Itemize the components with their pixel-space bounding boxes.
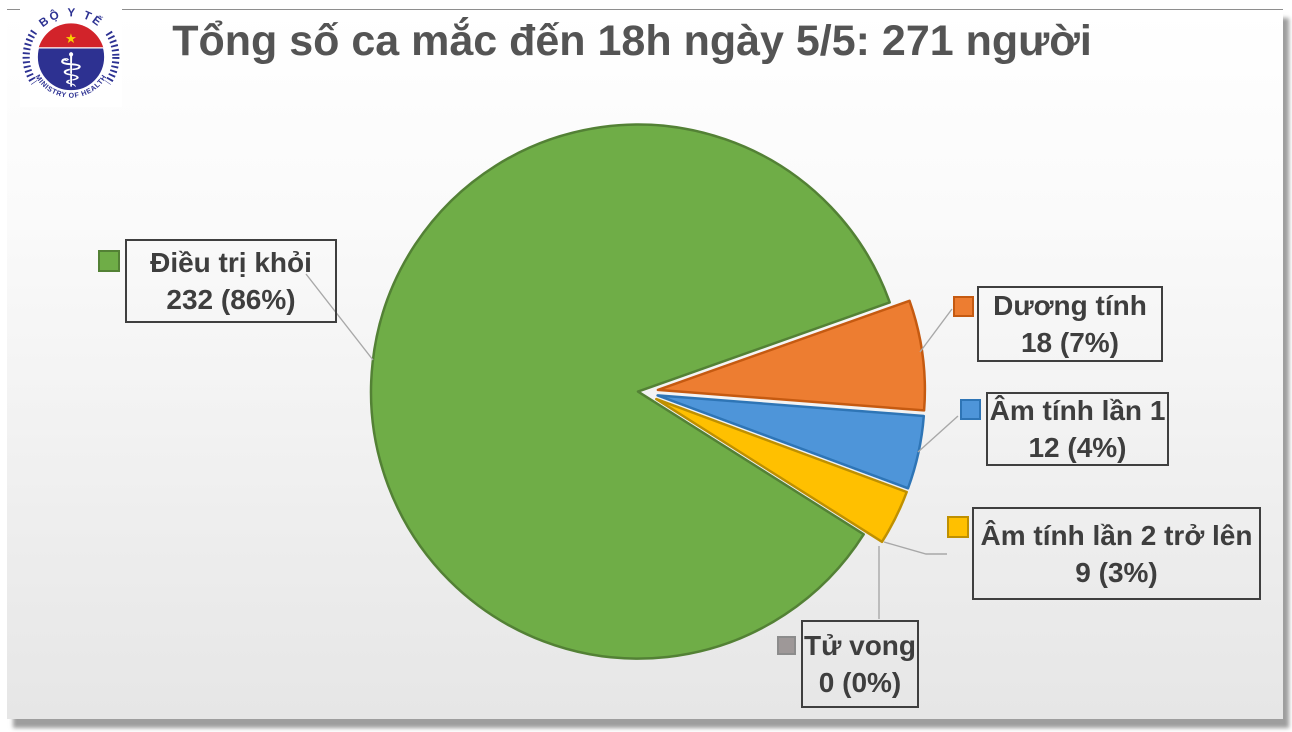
label-am-tinh-lan-1: Âm tính lần 1 (989, 395, 1166, 426)
staff-snake-icon: ⚕ (58, 44, 83, 99)
ministry-of-health-logo-icon: ★ ⚕ BỘ Y TẾ MINISTRY OF HEALTH (22, 6, 120, 108)
label-tu-vong: Tử vong (803, 630, 917, 661)
ministry-of-health-logo: ★ ⚕ BỘ Y TẾ MINISTRY OF HEALTH (20, 1, 122, 108)
value-am-tinh-lan-2: 9 (3%) (1075, 556, 1158, 588)
slide-background (7, 9, 1283, 719)
legend-swatch-am-tinh-lan-1 (960, 399, 981, 420)
label-box-duong-tinh: Dương tính 18 (7%) (977, 286, 1163, 362)
star-icon: ★ (65, 32, 77, 47)
label-box-dieu-tri-khoi: Điều trị khỏi 232 (86%) (125, 239, 337, 323)
label-box-am-tinh-lan-2: Âm tính lần 2 trở lên 9 (3%) (972, 507, 1261, 600)
label-box-tu-vong: Tử vong 0 (0%) (801, 620, 919, 708)
page-title: Tổng số ca mắc đến 18h ngày 5/5: 271 ngư… (172, 17, 1092, 65)
label-duong-tinh: Dương tính (993, 290, 1147, 321)
legend-swatch-am-tinh-lan-2 (947, 516, 969, 538)
value-tu-vong: 0 (0%) (818, 667, 902, 698)
value-duong-tinh: 18 (7%) (1020, 327, 1120, 358)
value-dieu-tri-khoi: 232 (86%) (166, 284, 296, 315)
value-am-tinh-lan-1: 12 (4%) (1028, 432, 1127, 463)
legend-swatch-dieu-tri-khoi (98, 250, 120, 272)
legend-swatch-duong-tinh (953, 296, 974, 317)
label-dieu-tri-khoi: Điều trị khỏi (150, 247, 312, 278)
legend-swatch-tu-vong (777, 636, 796, 655)
label-am-tinh-lan-2: Âm tính lần 2 trở lên (980, 519, 1253, 551)
logo-red-band (38, 23, 104, 48)
label-box-am-tinh-lan-1: Âm tính lần 1 12 (4%) (986, 392, 1169, 466)
